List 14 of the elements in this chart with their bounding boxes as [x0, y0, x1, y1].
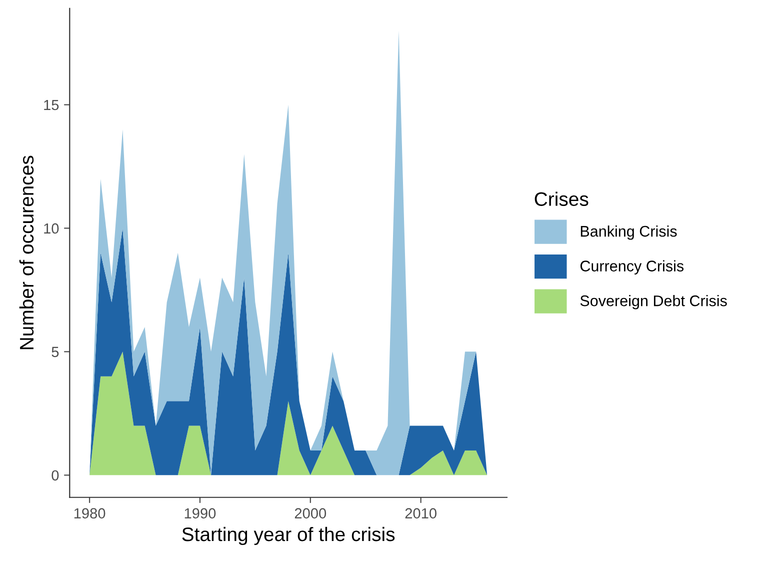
- x-tick-label: 2000: [294, 508, 326, 518]
- y-tick-label: 0: [52, 470, 59, 481]
- x-tick-label: 1980: [74, 508, 106, 518]
- legend-label: Banking Crisis: [580, 225, 677, 240]
- legend-label: Sovereign Debt Crisis: [580, 295, 727, 310]
- x-tick-label: 2010: [405, 508, 436, 518]
- legend-title: Crises: [534, 192, 588, 206]
- x-tick-label: 1990: [184, 508, 216, 518]
- y-tick-label: 10: [44, 223, 59, 234]
- y-tick-label: 5: [52, 346, 59, 358]
- y-tick-label: 15: [44, 100, 59, 110]
- legend-label: Currency Crisis: [580, 260, 684, 274]
- y-axis-title: Number of occurences: [19, 156, 34, 350]
- x-axis-title: Starting year of the crisis: [182, 526, 395, 546]
